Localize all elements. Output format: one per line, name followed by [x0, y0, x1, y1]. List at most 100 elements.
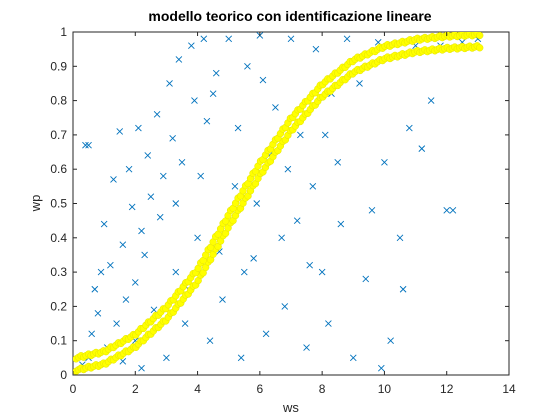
blue-x-marker — [297, 131, 304, 139]
blue-x-marker — [349, 354, 357, 362]
blue-x-marker — [306, 261, 314, 269]
yellow-model-series — [73, 32, 484, 375]
blue-x-marker — [200, 35, 208, 43]
blue-x-marker — [116, 128, 124, 135]
axes-box — [72, 31, 510, 376]
y-axis-label: wp — [28, 195, 43, 213]
blue-x-marker — [100, 220, 108, 228]
blue-x-marker — [406, 124, 413, 132]
blue-x-marker — [362, 275, 370, 283]
y-tick-label: 0.1 — [50, 334, 67, 348]
blue-x-marker — [128, 203, 136, 211]
yellow-point — [476, 44, 484, 52]
blue-x-marker — [318, 268, 326, 276]
blue-x-marker — [278, 234, 285, 242]
x-tick-label: 8 — [319, 382, 326, 396]
blue-x-marker — [88, 330, 96, 338]
blue-x-marker — [303, 344, 310, 351]
blue-x-marker — [225, 35, 233, 43]
y-tick-label: 0.2 — [50, 299, 67, 313]
blue-x-marker — [244, 62, 251, 70]
blue-x-marker — [206, 337, 214, 345]
blue-x-marker — [281, 303, 289, 310]
blue-x-marker — [166, 80, 173, 87]
y-tick-label: 0.7 — [50, 128, 67, 142]
blue-x-marker — [172, 200, 180, 207]
blue-x-marker — [309, 183, 317, 190]
x-tick-label: 10 — [378, 382, 392, 396]
y-tick-label: 0.3 — [50, 265, 67, 279]
blue-x-marker — [253, 200, 261, 207]
blue-x-marker — [138, 227, 145, 235]
blue-x-marker — [234, 124, 242, 132]
blue-x-marker — [368, 207, 376, 214]
blue-x-marker — [240, 268, 248, 276]
blue-scatter-series — [79, 32, 482, 372]
blue-x-marker — [259, 76, 267, 84]
y-tick-label: 0.6 — [50, 162, 67, 176]
blue-x-marker — [119, 241, 127, 248]
blue-x-marker — [334, 159, 342, 166]
blue-x-marker — [293, 217, 301, 224]
blue-x-marker — [250, 255, 257, 262]
blue-x-marker — [163, 354, 170, 362]
chart-title: modello teorico con identificazione line… — [148, 8, 431, 24]
y-tick-label: 0 — [60, 368, 67, 382]
blue-x-marker — [107, 261, 114, 269]
blue-x-marker — [94, 309, 102, 317]
blue-x-marker — [85, 141, 92, 149]
blue-x-marker — [203, 117, 211, 125]
x-tick-label: 4 — [194, 382, 201, 396]
blue-x-marker — [237, 354, 245, 362]
y-tick-label: 0.8 — [50, 94, 67, 108]
blue-x-marker — [325, 320, 332, 327]
x-tick-label: 12 — [440, 382, 454, 396]
blue-x-marker — [156, 213, 164, 221]
blue-x-marker — [231, 183, 239, 190]
y-tick-label: 0.9 — [50, 59, 67, 73]
blue-x-marker — [312, 45, 320, 53]
blue-x-marker — [141, 251, 148, 259]
blue-x-marker — [212, 69, 220, 77]
blue-x-marker — [153, 111, 161, 118]
blue-x-marker — [135, 124, 142, 132]
blue-x-marker — [343, 35, 351, 43]
y-tick-label: 0.5 — [50, 197, 67, 211]
blue-x-marker — [449, 207, 457, 214]
x-axis-label: ws — [282, 400, 299, 415]
blue-x-marker — [427, 97, 435, 104]
blue-x-marker — [172, 268, 180, 276]
blue-x-marker — [399, 285, 407, 293]
blue-x-marker — [381, 159, 388, 166]
y-axis-ticks: 0 0.1 0.2 0.3 0.4 0.5 0.6 0.7 0.8 0.9 1 — [50, 25, 509, 382]
blue-x-marker — [91, 285, 99, 293]
blue-x-marker — [82, 141, 89, 149]
x-tick-label: 14 — [502, 382, 516, 396]
y-tick-label: 0.4 — [50, 231, 67, 245]
blue-x-marker — [169, 135, 176, 142]
blue-x-marker — [144, 152, 152, 159]
blue-x-marker — [337, 220, 345, 228]
blue-x-marker — [113, 320, 120, 327]
blue-x-marker — [147, 193, 155, 200]
blue-x-marker — [272, 104, 279, 111]
blue-x-marker — [194, 234, 201, 242]
blue-x-marker — [122, 296, 130, 303]
blue-x-marker — [418, 145, 426, 152]
blue-x-marker — [178, 159, 186, 166]
blue-x-marker — [443, 207, 451, 214]
blue-x-marker — [262, 330, 270, 338]
x-tick-label: 6 — [257, 382, 264, 396]
blue-x-marker — [219, 296, 226, 303]
blue-x-marker — [321, 131, 329, 139]
blue-x-marker — [138, 364, 145, 372]
x-axis-ticks: 0 2 4 6 8 10 12 14 — [70, 32, 516, 396]
y-tick-label: 1 — [60, 25, 67, 39]
blue-x-marker — [159, 172, 167, 180]
blue-x-marker — [377, 364, 385, 372]
yellow-point — [476, 32, 484, 40]
plot-area — [72, 31, 510, 376]
blue-x-marker — [97, 268, 105, 276]
x-tick-label: 2 — [132, 382, 139, 396]
